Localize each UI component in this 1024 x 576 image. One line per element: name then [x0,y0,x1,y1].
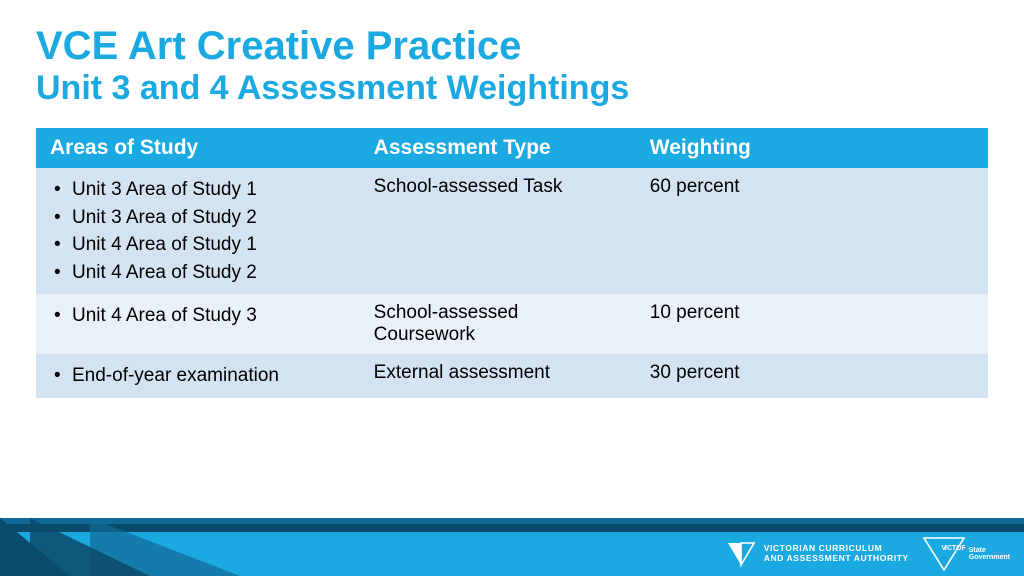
cell-weight: 60 percent [636,168,988,294]
areas-list-item: Unit 3 Area of Study 2 [50,204,346,232]
vcaa-logo: VICTORIAN CURRICULUM AND ASSESSMENT AUTH… [726,541,909,567]
vcaa-text: VICTORIAN CURRICULUM AND ASSESSMENT AUTH… [764,544,909,564]
areas-list-item: Unit 3 Area of Study 1 [50,176,346,204]
col-header-areas: Areas of Study [36,128,360,168]
col-header-type: Assessment Type [360,128,636,168]
vcaa-line2: AND ASSESSMENT AUTHORITY [764,554,909,564]
areas-list-item: Unit 4 Area of Study 3 [50,302,346,330]
areas-list-item: End-of-year examination [50,362,346,390]
title-line1: VCE Art Creative Practice [36,24,988,69]
cell-type: External assessment [360,354,636,398]
areas-list: End-of-year examination [50,362,346,390]
weightings-table: Areas of Study Assessment Type Weighting… [36,128,988,398]
areas-list: Unit 4 Area of Study 3 [50,302,346,330]
cell-areas: Unit 3 Area of Study 1Unit 3 Area of Stu… [36,168,360,294]
table-row: Unit 4 Area of Study 3 School-assessed Co… [36,294,988,354]
victoria-triangle-icon: V ICTORIA [923,537,965,571]
table-row: Unit 3 Area of Study 1Unit 3 Area of Stu… [36,168,988,294]
victoria-label: ICTORIA [945,545,965,552]
cell-weight: 30 percent [636,354,988,398]
title-line2: Unit 3 and 4 Assessment Weightings [36,69,988,108]
table-header-row: Areas of Study Assessment Type Weighting [36,128,988,168]
title-block: VCE Art Creative Practice Unit 3 and 4 A… [36,24,988,108]
footer-wedge-1 [0,518,70,576]
areas-list: Unit 3 Area of Study 1Unit 3 Area of Stu… [50,176,346,286]
victoria-logo: V ICTORIA State Government [923,537,1010,571]
cell-type: School-assessed Task [360,168,636,294]
cell-areas: Unit 4 Area of Study 3 [36,294,360,354]
table-row: End-of-year examination External assessme… [36,354,988,398]
col-header-weight: Weighting [636,128,988,168]
victoria-state-line2: Government [969,554,1010,561]
slide: VCE Art Creative Practice Unit 3 and 4 A… [0,0,1024,576]
areas-list-item: Unit 4 Area of Study 1 [50,231,346,259]
cell-type: School-assessed Coursework [360,294,636,354]
content-area: VCE Art Creative Practice Unit 3 and 4 A… [0,0,1024,398]
vcaa-shield-icon [726,541,756,567]
cell-weight: 10 percent [636,294,988,354]
footer-right: VICTORIAN CURRICULUM AND ASSESSMENT AUTH… [726,532,1010,576]
table-body: Unit 3 Area of Study 1Unit 3 Area of Stu… [36,168,988,398]
cell-areas: End-of-year examination [36,354,360,398]
footer: VICTORIAN CURRICULUM AND ASSESSMENT AUTH… [0,518,1024,576]
victoria-state-text: State Government [969,547,1010,561]
areas-list-item: Unit 4 Area of Study 2 [50,259,346,287]
victoria-state-line1: State [969,547,1010,554]
